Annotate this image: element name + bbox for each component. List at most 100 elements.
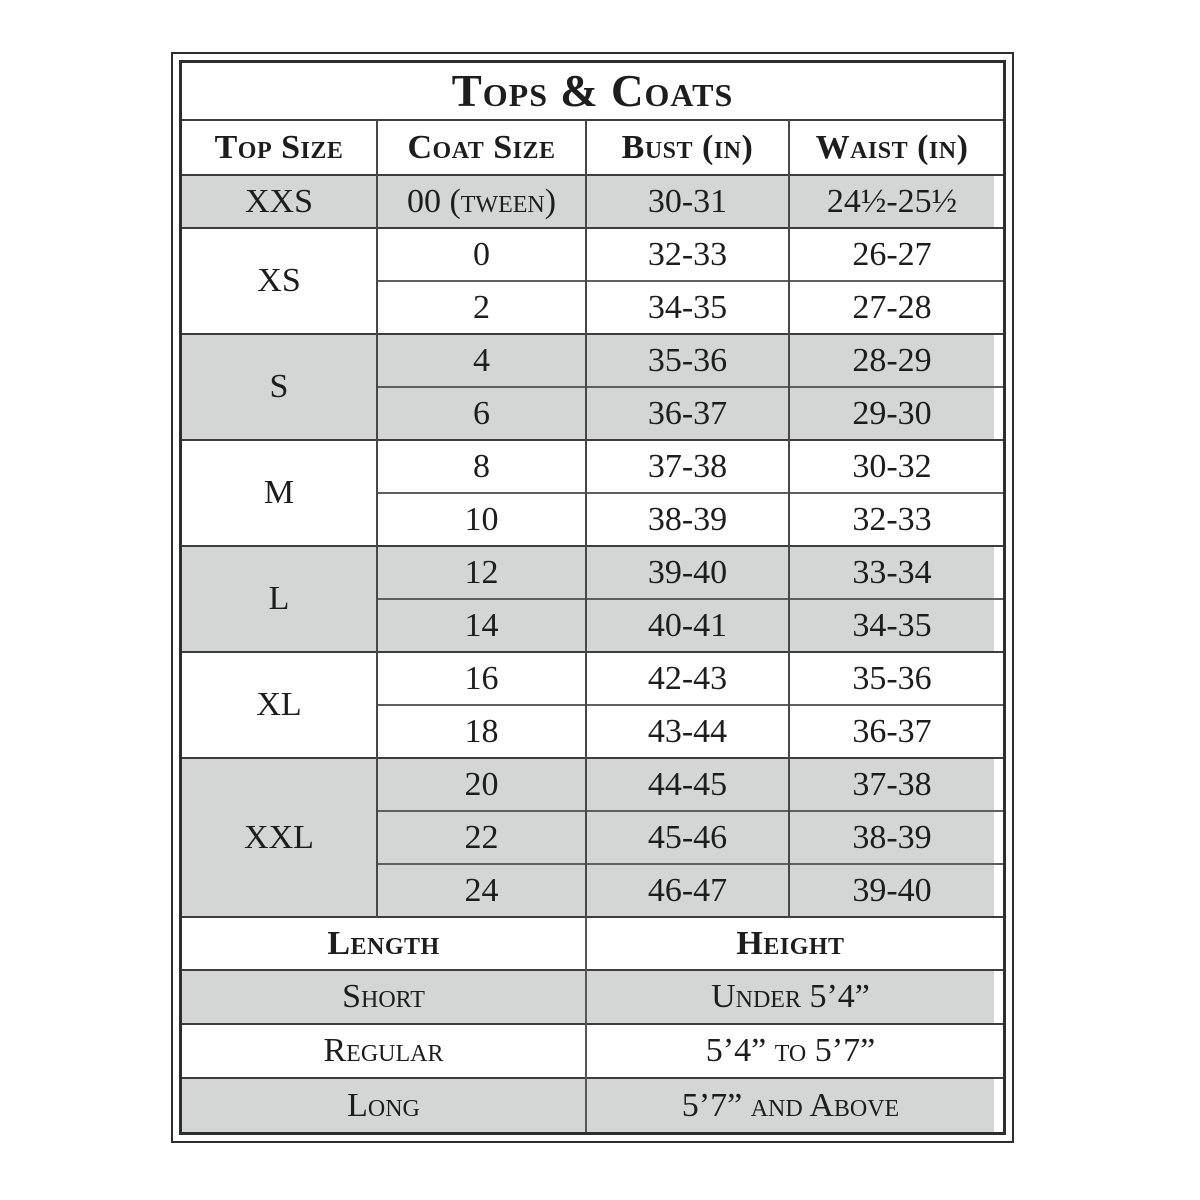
waist-cell: 28-29 (789, 333, 994, 387)
bust-cell: 37-38 (586, 439, 790, 493)
table-row: 24 46-47 39-40 (182, 863, 1004, 917)
bust-cell: 36-37 (586, 386, 790, 440)
waist-cell: 26-27 (789, 227, 994, 281)
length-cell: Short (182, 969, 587, 1024)
gutter-cell (994, 333, 1004, 387)
size-chart-inner-border: Tops & Coats Top Size Coat Size Bust (in… (179, 60, 1006, 1135)
table-header-row: Top Size Coat Size Bust (in) Waist (in) (182, 119, 1004, 175)
coat-size-cell: 4 (377, 333, 587, 387)
table-row: 10 38-39 32-33 (182, 492, 1004, 546)
gutter-cell (994, 386, 1004, 440)
gutter-cell (994, 598, 1004, 652)
bust-cell: 44-45 (586, 757, 790, 811)
gutter-cell (994, 916, 1004, 970)
table-row: 14 40-41 34-35 (182, 598, 1004, 652)
coat-size-cell: 0 (377, 227, 587, 281)
column-header-length: Length (182, 916, 587, 970)
waist-cell: 24½-25½ (789, 174, 994, 228)
table-row: XL 16 42-43 35-36 (182, 651, 1004, 758)
height-cell: 5’4” to 5’7” (586, 1023, 994, 1078)
bust-cell: 42-43 (586, 651, 790, 705)
top-size-cell: XS (182, 227, 378, 334)
coat-size-cell: 00 (tween) (377, 174, 587, 228)
length-cell: Long (182, 1077, 587, 1132)
top-size-cell: S (182, 333, 378, 440)
gutter-cell (994, 1077, 1004, 1132)
table-row: M 8 37-38 30-32 (182, 439, 1004, 546)
gutter-cell (994, 863, 1004, 917)
gutter-cell (994, 704, 1004, 758)
table-row: Short Under 5’4” (182, 969, 1004, 1024)
table-row: XS 0 32-33 26-27 (182, 227, 1004, 334)
waist-cell: 35-36 (789, 651, 994, 705)
table-row: XXL 20 44-45 37-38 (182, 757, 1004, 917)
coat-size-cell: 10 (377, 492, 587, 546)
column-header-top-size: Top Size (182, 119, 378, 175)
waist-cell: 37-38 (789, 757, 994, 811)
bust-cell: 34-35 (586, 280, 790, 334)
gutter-cell (994, 439, 1004, 493)
coat-size-cell: 16 (377, 651, 587, 705)
top-size-cell: XXS (182, 174, 378, 228)
waist-cell: 38-39 (789, 810, 994, 864)
bust-cell: 40-41 (586, 598, 790, 652)
table-row: L 12 39-40 33-34 (182, 545, 1004, 652)
bust-cell: 38-39 (586, 492, 790, 546)
gutter-cell (994, 651, 1004, 705)
waist-cell: 32-33 (789, 492, 994, 546)
coat-size-cell: 20 (377, 757, 587, 811)
waist-cell: 39-40 (789, 863, 994, 917)
gutter-cell (994, 810, 1004, 864)
gutter-cell (994, 969, 1004, 1024)
coat-size-cell: 24 (377, 863, 587, 917)
waist-cell: 29-30 (789, 386, 994, 440)
table-row: 6 36-37 29-30 (182, 386, 1004, 440)
height-cell: Under 5’4” (586, 969, 994, 1024)
table-row: Tops & Coats (182, 63, 1003, 120)
size-chart-frame: Tops & Coats Top Size Coat Size Bust (in… (171, 52, 1014, 1143)
top-size-cell: XXL (182, 757, 378, 917)
bust-cell: 43-44 (586, 704, 790, 758)
table-row: XXS 00 (tween) 30-31 24½-25½ (182, 174, 1004, 228)
length-cell: Regular (182, 1023, 587, 1078)
coat-size-cell: 8 (377, 439, 587, 493)
bust-cell: 46-47 (586, 863, 790, 917)
bust-cell: 32-33 (586, 227, 790, 281)
size-chart-table: Tops & Coats Top Size Coat Size Bust (in… (182, 63, 1004, 1132)
column-header-waist: Waist (in) (789, 119, 994, 175)
table-row: 18 43-44 36-37 (182, 704, 1004, 758)
gutter-cell (994, 1023, 1004, 1078)
bust-cell: 30-31 (586, 174, 790, 228)
table-row: 2 34-35 27-28 (182, 280, 1004, 334)
bust-cell: 45-46 (586, 810, 790, 864)
top-size-cell: XL (182, 651, 378, 758)
height-cell: 5’7” and Above (586, 1077, 994, 1132)
top-size-cell: M (182, 439, 378, 546)
waist-cell: 33-34 (789, 545, 994, 599)
waist-cell: 36-37 (789, 704, 994, 758)
waist-cell: 27-28 (789, 280, 994, 334)
waist-cell: 30-32 (789, 439, 994, 493)
coat-size-cell: 12 (377, 545, 587, 599)
coat-size-cell: 6 (377, 386, 587, 440)
gutter-cell (994, 227, 1004, 281)
table-header-row: Length Height (182, 916, 1004, 970)
coat-size-cell: 14 (377, 598, 587, 652)
gutter-cell (994, 174, 1004, 228)
gutter-cell (994, 757, 1004, 811)
column-header-bust: Bust (in) (586, 119, 790, 175)
gutter-cell (994, 492, 1004, 546)
gutter-cell (994, 545, 1004, 599)
gutter-cell (994, 119, 1004, 175)
top-size-cell: L (182, 545, 378, 652)
table-row: S 4 35-36 28-29 (182, 333, 1004, 440)
bust-cell: 39-40 (586, 545, 790, 599)
table-row: Long 5’7” and Above (182, 1077, 1004, 1132)
column-header-height: Height (586, 916, 994, 970)
table-row: Regular 5’4” to 5’7” (182, 1023, 1004, 1078)
chart-title: Tops & Coats (451, 66, 734, 116)
table-row: 22 45-46 38-39 (182, 810, 1004, 864)
bust-cell: 35-36 (586, 333, 790, 387)
coat-size-cell: 18 (377, 704, 587, 758)
coat-size-cell: 2 (377, 280, 587, 334)
